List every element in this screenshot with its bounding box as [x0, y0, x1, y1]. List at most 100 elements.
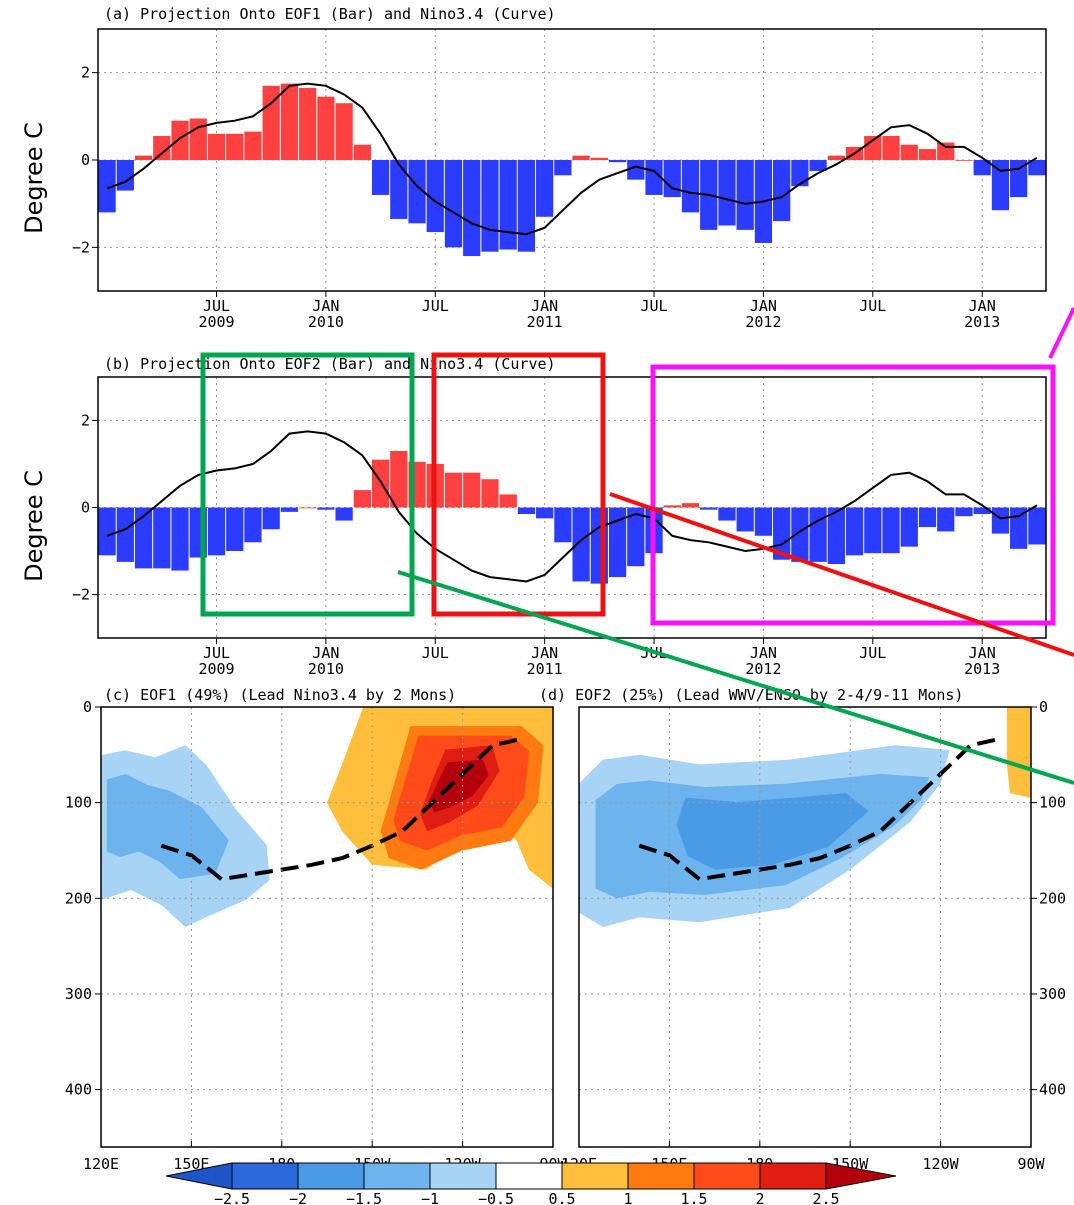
panel-a-bar	[864, 135, 882, 160]
colorbar-segment	[759, 1162, 827, 1190]
panel-a-bar	[973, 160, 991, 176]
panel-a-bar	[244, 131, 262, 160]
panel-a-bar	[280, 83, 299, 160]
panel-b: (b) Projection Onto EOF2 (Bar) and Nino3…	[20, 355, 1047, 678]
colorbar-label: −2.5	[214, 1190, 250, 1205]
panel-d: 120E150E180150W120W90W0100200300400	[561, 698, 1066, 1173]
panel-a-bar	[335, 103, 353, 160]
panel-b-bar	[134, 507, 153, 569]
colorbar-segment	[495, 1162, 563, 1190]
panel-a-bar	[153, 135, 171, 160]
panel-b-bar	[918, 507, 937, 528]
panel-b-bar	[517, 507, 536, 515]
panel-b-bar	[882, 507, 900, 554]
colorbar-segment	[297, 1162, 365, 1190]
panel-a-bar	[718, 160, 736, 226]
panel-a-bar	[955, 160, 973, 161]
panel-b-xtick-month: JUL	[422, 644, 449, 662]
panel-a-bar	[317, 96, 335, 160]
panel-b-ytick-label: 2	[81, 412, 90, 430]
panel-d-xtick-label: 120W	[923, 1155, 960, 1173]
panel-b-bar	[116, 507, 134, 562]
panel-c-anomaly-level	[428, 759, 489, 813]
panel-d-anomaly-level	[676, 793, 869, 870]
panel-b-ytick-label: 0	[81, 499, 90, 517]
panel-a-bar	[791, 160, 809, 187]
panel-a-bar	[991, 160, 1010, 211]
panel-b-xtick-month: JAN	[531, 644, 558, 662]
panel-b-title: (b) Projection Onto EOF2 (Bar) and Nino3…	[104, 355, 556, 373]
panel-a-bar	[499, 160, 517, 250]
panel-d-field	[579, 707, 1031, 927]
panel-c-ytick-label: 400	[65, 1081, 92, 1099]
panel-d-ytick-label-right: 0	[1039, 698, 1048, 716]
panel-a-bar	[134, 155, 153, 160]
panel-b-bar	[262, 507, 280, 530]
magenta-highlight-box	[650, 364, 1056, 626]
colorbar-label: −2	[289, 1190, 307, 1205]
panel-a-bar	[98, 160, 116, 213]
panel-b-bar	[463, 472, 481, 508]
panel-b-bar	[627, 507, 645, 567]
panel-b-bar	[317, 507, 335, 510]
panel-b-bar	[809, 507, 827, 562]
panel-a-bar	[371, 160, 390, 195]
panel-d-title: (d) EOF2 (25%) (Lead WWV/ENSO by 2-4/9-1…	[539, 686, 963, 704]
panel-d-anomaly-level	[1006, 707, 1031, 798]
panel-a-bar	[809, 160, 827, 171]
panel-b-xtick-year: 2013	[964, 660, 1000, 678]
panel-a-bar	[408, 160, 426, 224]
panel-a-bar	[554, 160, 572, 176]
panel-b-bar	[773, 507, 791, 560]
panel-a-bar	[663, 160, 681, 198]
panel-b-bar	[536, 507, 554, 519]
panel-b-bar	[153, 507, 171, 569]
panel-a-bar	[536, 160, 554, 217]
panel-d-ytick-label-right: 300	[1039, 985, 1066, 1003]
panel-b-xtick-year: 2010	[308, 660, 344, 678]
magenta-connector-line	[1048, 307, 1074, 359]
panel-c: 120E150E180150W120W90W0100200300400	[65, 698, 568, 1173]
panel-a-xtick-month: JUL	[859, 297, 886, 315]
panel-a-xtick-year: 2012	[745, 313, 781, 331]
panel-d-ytick-label-right: 200	[1039, 889, 1066, 907]
panel-a-bar	[463, 160, 481, 257]
panel-b-bar	[171, 507, 189, 571]
panel-c-anomaly-level	[106, 774, 229, 880]
colorbar-label: −1	[421, 1190, 439, 1205]
colorbar-right-arrow	[825, 1162, 897, 1190]
colorbar-segment	[231, 1162, 299, 1190]
panel-a-bar	[645, 160, 663, 195]
panel-b-ytick-label: −2	[72, 586, 90, 604]
panel-a-bar	[262, 85, 280, 160]
panel-a-ytick-label: 2	[81, 64, 90, 82]
panel-a-title: (a) Projection Onto EOF1 (Bar) and Nino3…	[104, 5, 556, 23]
panel-b-bar	[973, 507, 991, 515]
panel-c-ytick-label: 100	[65, 794, 92, 812]
panel-a-bar	[918, 149, 937, 160]
panel-b-xtick-year: 2012	[745, 660, 781, 678]
panel-a-bar	[681, 160, 700, 213]
panel-c-field	[101, 707, 553, 927]
panel-a-bar	[900, 144, 918, 160]
panel-a-bar	[937, 142, 955, 160]
colorbar-segment	[363, 1162, 431, 1190]
panel-a-bar	[572, 155, 590, 160]
panel-a-bar	[444, 160, 463, 248]
panel-a-xtick-year: 2009	[198, 313, 234, 331]
panel-d-xtick-label: 90W	[1017, 1155, 1045, 1173]
panel-b-bar	[444, 472, 463, 508]
panel-b-bar	[681, 503, 700, 508]
panel-b-bar	[390, 450, 408, 508]
panel-d-frame	[578, 706, 1032, 1148]
panel-c-ytick-label: 300	[65, 985, 92, 1003]
panel-b-ylabel: Degree C	[20, 470, 48, 582]
panel-d-ytick-label-right: 100	[1039, 794, 1066, 812]
colorbar-label: 2.5	[812, 1190, 839, 1205]
panel-a-bar	[189, 118, 207, 160]
panel-b-bar	[754, 507, 773, 536]
panel-a-bar	[736, 160, 754, 230]
colorbar-label: 2	[755, 1190, 764, 1205]
panel-b-bar	[353, 490, 371, 508]
panel-b-bar	[937, 507, 955, 532]
